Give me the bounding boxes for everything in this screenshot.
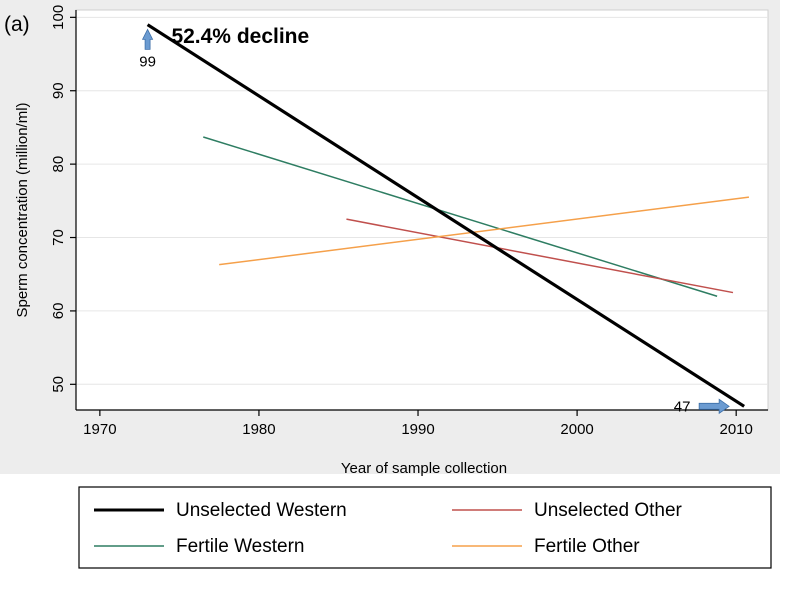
legend-box bbox=[78, 486, 772, 569]
annotation-start-value: 99 bbox=[139, 53, 156, 70]
x-tick-label: 1970 bbox=[83, 421, 116, 438]
legend-label-unselected-western: Unselected Western bbox=[176, 500, 347, 521]
x-tick-label: 1980 bbox=[242, 421, 275, 438]
y-tick-label: 50 bbox=[50, 376, 67, 393]
y-tick-label: 100 bbox=[50, 5, 67, 30]
plot-area bbox=[75, 9, 769, 411]
x-tick-label: 2010 bbox=[719, 421, 752, 438]
legend-label-fertile-other: Fertile Other bbox=[534, 536, 640, 557]
x-tick-label: 1990 bbox=[401, 421, 434, 438]
legend-label-fertile-western: Fertile Western bbox=[176, 536, 304, 557]
annotation-end-value: 47 bbox=[674, 398, 691, 415]
annotation-decline: 52.4% decline bbox=[171, 25, 309, 48]
x-axis-ticks: 1970 1980 1990 2000 2010 bbox=[83, 410, 753, 438]
y-axis-label: Sperm concentration (million/ml) bbox=[14, 102, 31, 317]
series-line-unselected-other bbox=[346, 218, 734, 294]
gridlines bbox=[76, 16, 768, 385]
y-tick-label: 70 bbox=[50, 229, 67, 246]
y-axis-ticks: 50 60 70 80 90 100 bbox=[50, 5, 76, 393]
series-lines bbox=[146, 23, 750, 408]
series-line-unselected-western bbox=[146, 23, 746, 408]
y-tick-label: 90 bbox=[50, 82, 67, 99]
arrow-up-icon bbox=[141, 28, 154, 50]
x-axis-label: Year of sample collection bbox=[341, 460, 507, 477]
legend: Unselected Western Unselected Other Fertil… bbox=[94, 500, 683, 557]
x-tick-label: 2000 bbox=[560, 421, 593, 438]
annotations: 52.4% decline 99 47 bbox=[139, 25, 730, 415]
series-line-fertile-western bbox=[203, 136, 718, 297]
y-tick-label: 80 bbox=[50, 156, 67, 173]
legend-label-unselected-other: Unselected Other bbox=[534, 500, 683, 521]
arrow-right-icon bbox=[698, 398, 730, 415]
series-line-fertile-other bbox=[219, 196, 750, 266]
y-tick-label: 60 bbox=[50, 303, 67, 320]
panel-label: (a) bbox=[4, 13, 30, 36]
